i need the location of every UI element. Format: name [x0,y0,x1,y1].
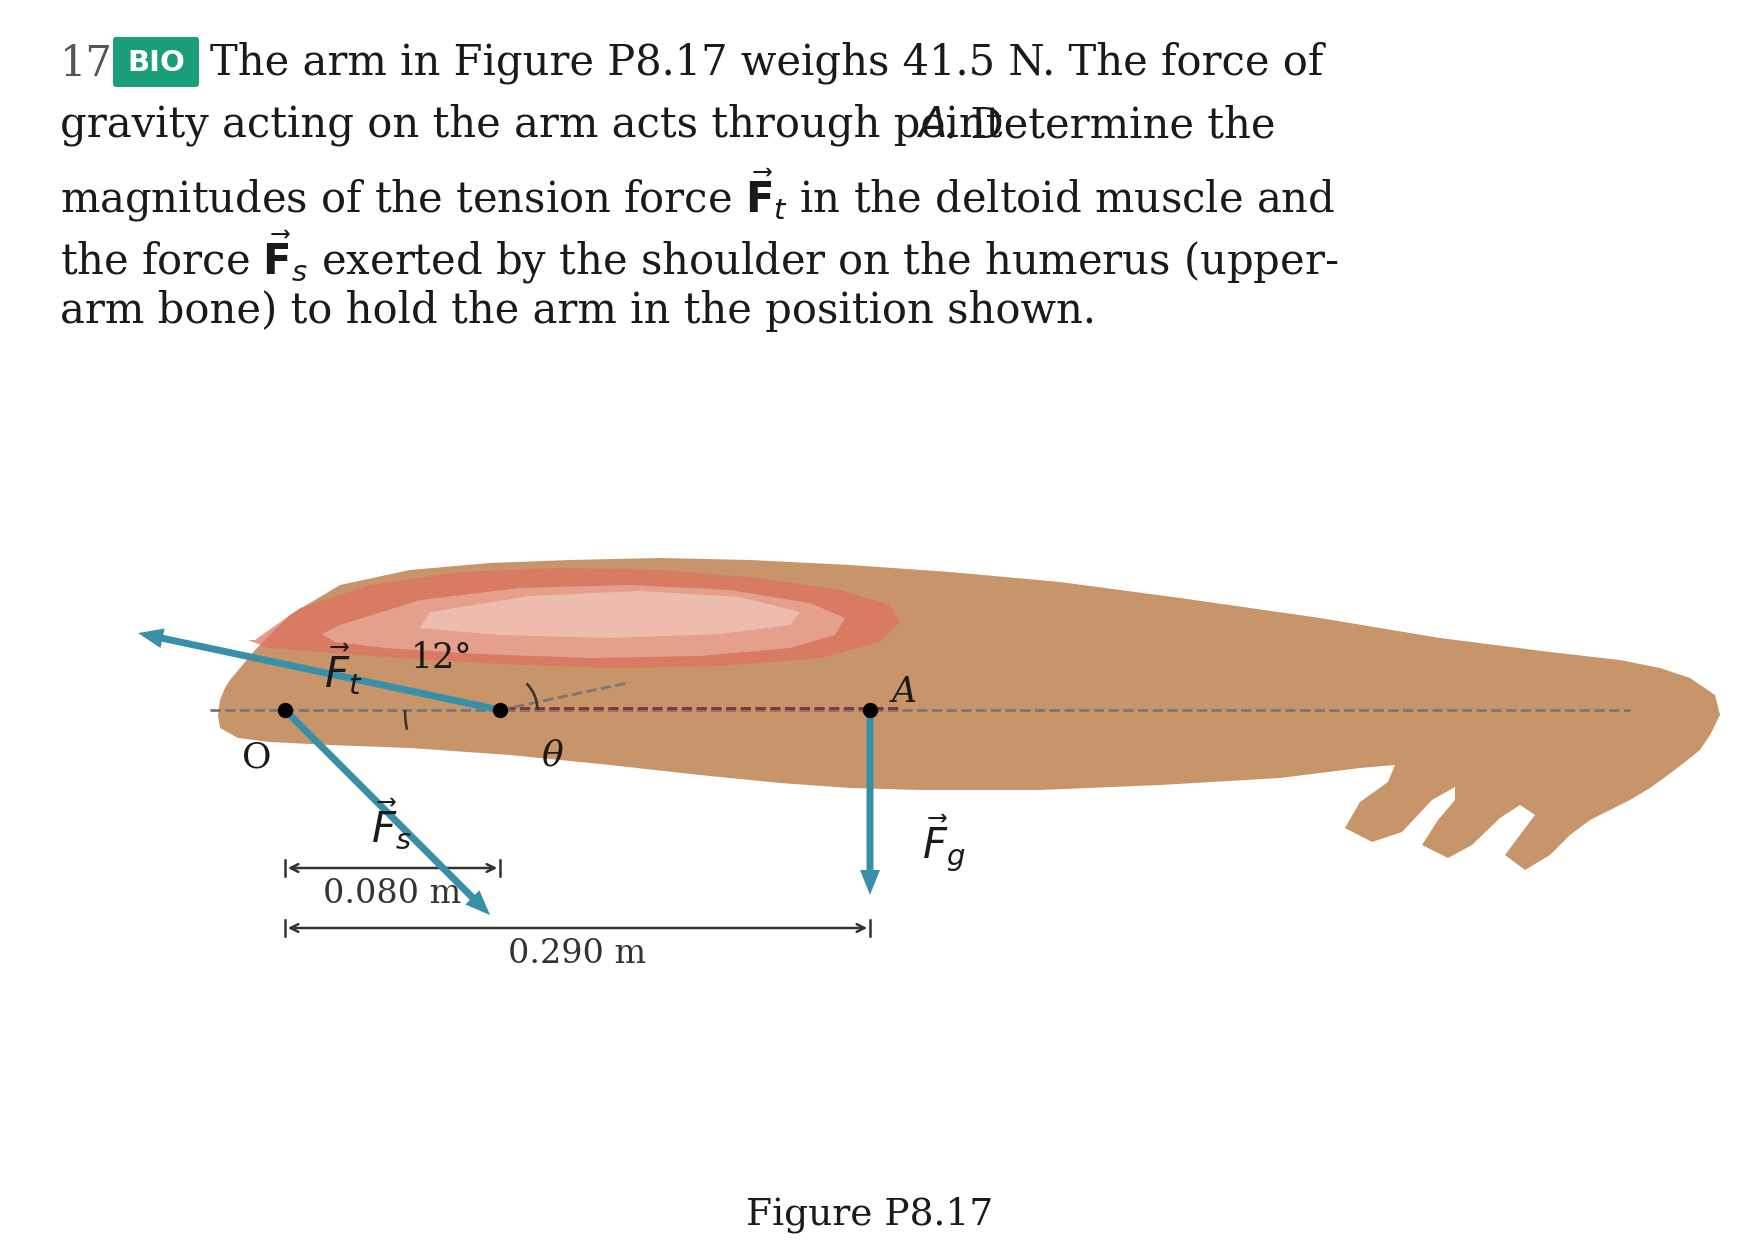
Text: O: O [242,740,272,774]
Text: Figure P8.17: Figure P8.17 [747,1196,994,1233]
Polygon shape [218,559,1720,871]
Text: the force $\vec{\mathbf{F}}_s$ exerted by the shoulder on the humerus (upper-: the force $\vec{\mathbf{F}}_s$ exerted b… [59,228,1339,286]
Text: 0.080 m: 0.080 m [324,878,461,910]
FancyArrow shape [282,707,489,915]
Text: The arm in Figure P8.17 weighs 41.5 N. The force of: The arm in Figure P8.17 weighs 41.5 N. T… [211,42,1323,84]
FancyArrow shape [860,710,879,894]
FancyBboxPatch shape [113,36,198,87]
Text: 17.: 17. [59,42,125,84]
Text: $A$: $A$ [916,104,945,146]
Text: 12°: 12° [411,642,474,676]
Text: θ: θ [541,738,562,772]
FancyArrow shape [138,629,501,713]
Text: BIO: BIO [127,49,185,77]
Text: $\vec{F}_s$: $\vec{F}_s$ [371,796,411,852]
Text: magnitudes of the tension force $\vec{\mathbf{F}}_t$ in the deltoid muscle and: magnitudes of the tension force $\vec{\m… [59,166,1335,224]
Text: $\vec{F}_g$: $\vec{F}_g$ [923,813,966,874]
Text: 0.290 m: 0.290 m [508,938,646,970]
Text: gravity acting on the arm acts through point: gravity acting on the arm acts through p… [59,104,1015,146]
Polygon shape [322,585,844,658]
Polygon shape [247,569,900,668]
Text: $\vec{F}_t$: $\vec{F}_t$ [324,642,362,697]
Text: . Determine the: . Determine the [944,104,1276,146]
Text: arm bone) to hold the arm in the position shown.: arm bone) to hold the arm in the positio… [59,291,1097,332]
Polygon shape [420,591,801,638]
Text: A: A [891,676,918,710]
